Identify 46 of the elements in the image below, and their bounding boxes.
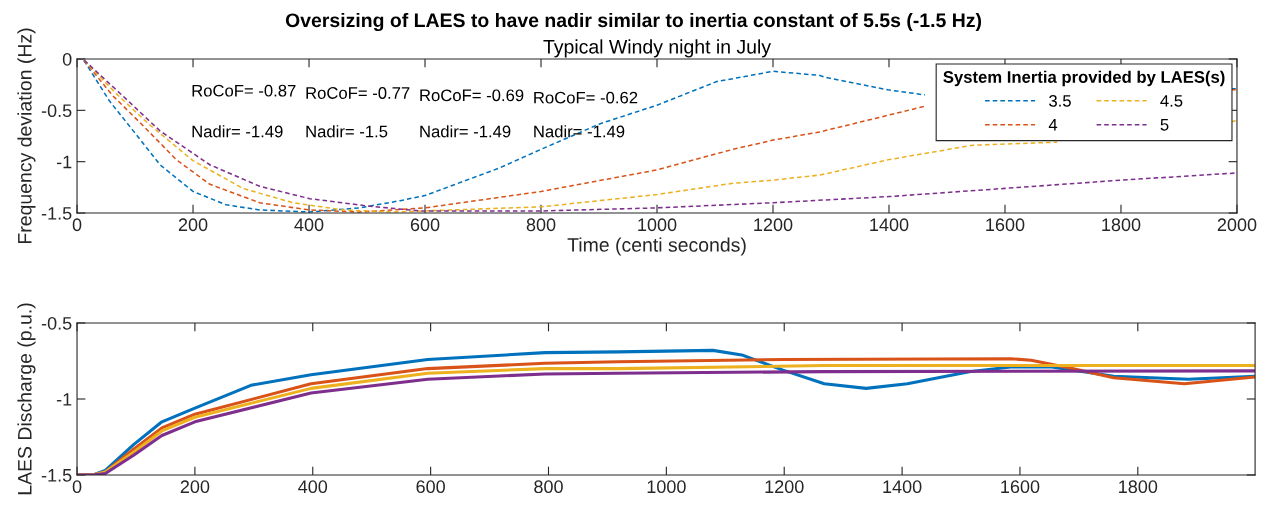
x-tick-label: 1400 bbox=[870, 218, 909, 232]
annotation: RoCoF= -0.69 bbox=[420, 89, 524, 102]
annotation: RoCoF= -0.77 bbox=[306, 87, 410, 99]
x-tick-label: 400 bbox=[298, 480, 328, 494]
x-tick-label: 1200 bbox=[765, 480, 804, 494]
annotation: Nadir= -1.5 bbox=[306, 125, 388, 138]
annotation: RoCoF= -0.87 bbox=[192, 84, 296, 97]
y-tick-label: -1.5 bbox=[41, 469, 72, 482]
annotation: Nadir= -1.49 bbox=[420, 125, 511, 138]
x-tick-label: 600 bbox=[416, 480, 445, 494]
chart-subtitle: Typical Windy night in July bbox=[543, 39, 771, 58]
x-tick-label: 200 bbox=[178, 218, 208, 232]
chart-title: Oversizing of LAES to have nadir similar to inertia constant of 5.5s (-1.5 Hz) bbox=[285, 12, 982, 32]
annotation: Nadir= -1.49 bbox=[534, 125, 625, 138]
x-tick-label: 0 bbox=[72, 480, 82, 494]
legend-label: 4 bbox=[1048, 119, 1058, 131]
x-tick-label: 1800 bbox=[1119, 480, 1158, 494]
annotation: RoCoF= -0.62 bbox=[534, 91, 638, 104]
x-axis-title: Time (centi seconds) bbox=[567, 237, 746, 256]
y-tick-label: -0.5 bbox=[41, 316, 72, 330]
x-tick-label: 1600 bbox=[1001, 480, 1040, 494]
y-tick-label: -0.5 bbox=[41, 104, 72, 118]
y-axis-title: Frequency deviation (Hz) bbox=[17, 28, 36, 244]
legend-title: System Inertia provided by LAES(s) bbox=[943, 70, 1225, 87]
x-tick-label: 1000 bbox=[638, 218, 677, 232]
x-tick-label: 400 bbox=[294, 218, 324, 232]
x-tick-label: 2000 bbox=[1217, 218, 1257, 232]
y-axis-title: LAES Discharge (p.u.) bbox=[17, 303, 36, 495]
x-tick-label: 800 bbox=[526, 218, 556, 232]
x-tick-label: 1000 bbox=[647, 480, 686, 494]
legend-label: 3.5 bbox=[1049, 94, 1071, 107]
y-tick-label: 0 bbox=[62, 52, 72, 66]
y-tick-label: -1.5 bbox=[41, 207, 72, 220]
x-tick-label: 200 bbox=[180, 480, 210, 494]
legend-label: 4.5 bbox=[1160, 95, 1183, 107]
annotation: Nadir= -1.49 bbox=[192, 125, 283, 138]
legend-label: 5 bbox=[1160, 119, 1169, 131]
x-tick-label: 1400 bbox=[883, 480, 922, 494]
y-tick-label: -1 bbox=[56, 155, 72, 169]
x-tick-label: 600 bbox=[410, 218, 440, 232]
x-tick-label: 1800 bbox=[1102, 218, 1141, 232]
x-tick-label: 800 bbox=[534, 480, 563, 494]
x-tick-label: 1600 bbox=[986, 218, 1025, 232]
x-tick-label: 1200 bbox=[754, 218, 793, 232]
x-tick-label: 0 bbox=[72, 218, 82, 232]
y-tick-label: -1 bbox=[56, 393, 72, 406]
